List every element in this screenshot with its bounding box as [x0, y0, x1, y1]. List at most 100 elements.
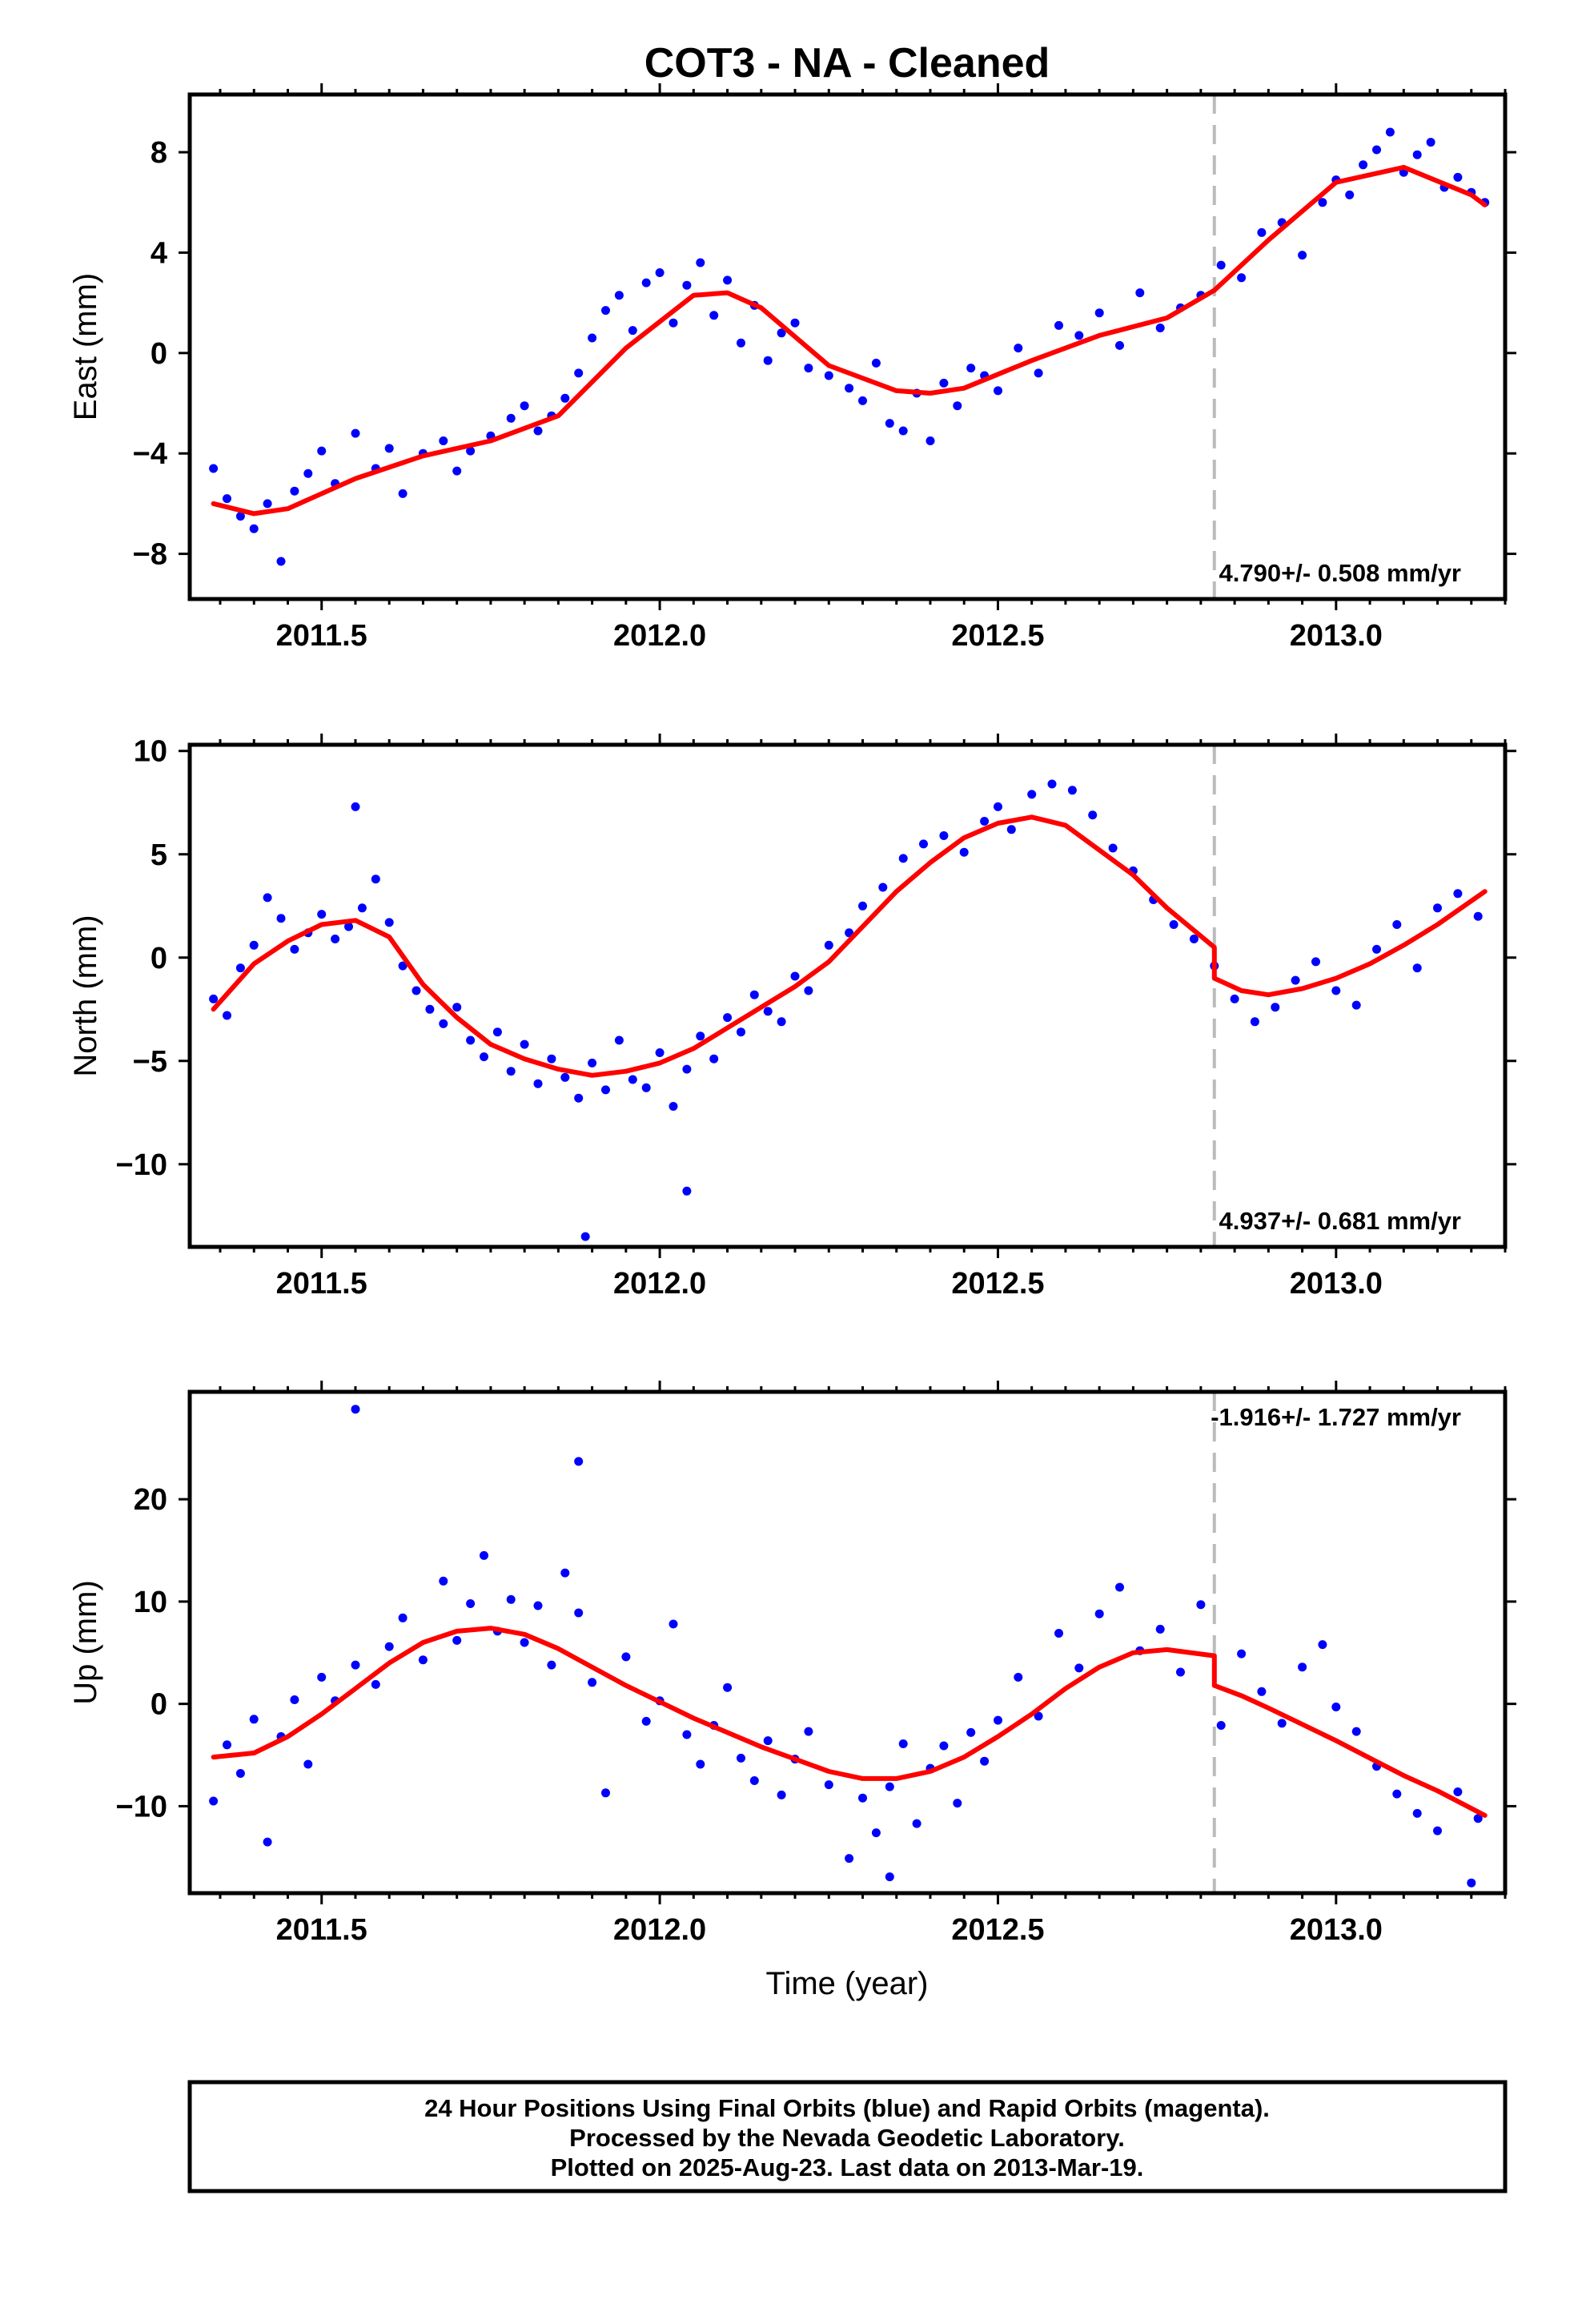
east-data-point	[1385, 127, 1395, 137]
up-data-point	[223, 1740, 231, 1750]
up-x-ticks	[219, 1381, 1507, 1904]
caption-box	[187, 2080, 1508, 2193]
up-data-point	[520, 1638, 529, 1647]
up-data-point	[574, 1608, 584, 1618]
east-y-tick-label: −4	[133, 437, 167, 471]
up-x-tick-label: 2012.0	[613, 1913, 706, 1947]
north-data-point	[959, 847, 969, 857]
north-data-point	[1189, 935, 1199, 943]
east-data-point	[1135, 288, 1145, 298]
up-data-point	[777, 1790, 786, 1799]
north-data-point	[580, 1232, 590, 1241]
north-data-point	[317, 910, 327, 919]
east-data-point	[953, 401, 962, 411]
up-data-point	[858, 1793, 867, 1803]
north-data-point	[1392, 920, 1402, 929]
east-data-point	[777, 328, 786, 338]
north-data-point	[547, 1054, 556, 1063]
east-x-tick-label: 2012.5	[951, 619, 1044, 653]
east-data-point	[737, 338, 745, 348]
north-data-point	[588, 1058, 597, 1068]
north-data-point	[804, 986, 813, 995]
north-data-point	[398, 961, 408, 971]
up-data-point	[1216, 1721, 1226, 1730]
north-rate-label: 4.937+/- 0.681 mm/yr	[1219, 1207, 1461, 1235]
east-data-point	[384, 444, 394, 453]
east-data-point	[249, 524, 259, 533]
north-data-point	[1047, 779, 1057, 789]
north-y-axis-label: North (mm)	[68, 915, 103, 1076]
east-data-point	[994, 386, 1002, 396]
east-data-point	[696, 258, 705, 267]
east-data-point	[317, 446, 327, 456]
north-data-point	[1372, 944, 1381, 954]
up-data-point	[506, 1594, 516, 1604]
north-plot-frame	[187, 742, 1508, 1249]
up-data-point	[1155, 1624, 1165, 1634]
north-data-point	[1331, 986, 1341, 995]
up-data-point	[898, 1739, 908, 1748]
panel-east: 2011.5 2012.0 2012.5 2013.0 −8 −4 0 4 8 East (mm)…	[68, 83, 1516, 653]
up-data-point	[1392, 1789, 1402, 1799]
up-data-point	[371, 1679, 380, 1689]
east-data-point	[263, 499, 272, 509]
up-data-point	[763, 1736, 773, 1746]
east-y-axis-label: East (mm)	[68, 273, 103, 420]
up-data-point	[249, 1715, 259, 1724]
east-data-point	[223, 494, 231, 504]
north-data-point	[371, 875, 380, 884]
east-x-tick-label: 2013.0	[1290, 619, 1383, 653]
up-data-point	[1298, 1663, 1307, 1672]
up-data-point	[1351, 1727, 1361, 1736]
north-data-point	[290, 944, 299, 954]
north-data-point	[492, 1027, 502, 1037]
north-data-point	[480, 1052, 488, 1062]
north-data-point	[614, 1035, 624, 1045]
north-data-point	[777, 1017, 786, 1027]
caption-line-3: Plotted on 2025-Aug-23. Last data on 201…	[551, 2153, 1144, 2181]
east-data-point	[452, 466, 462, 476]
east-data-point	[533, 426, 543, 436]
north-data-point	[520, 1039, 529, 1049]
up-y-tick-label: 20	[134, 1483, 167, 1517]
north-data-point	[994, 802, 1002, 811]
east-data-point	[560, 393, 570, 403]
up-data-point	[1196, 1600, 1206, 1610]
north-data-point	[1453, 889, 1463, 899]
up-data-point	[1257, 1687, 1267, 1696]
east-data-point	[290, 486, 299, 496]
panel-up: 2011.5 2012.0 2012.5 2013.0 −10 0 10 20 Up (mm) -…	[68, 1381, 1516, 1947]
north-data-point	[351, 802, 360, 811]
north-data-point	[669, 1102, 678, 1111]
east-y-tick-label: 0	[151, 337, 167, 371]
east-data-point	[1298, 251, 1307, 260]
east-data-point	[763, 356, 773, 365]
up-data-point	[1074, 1663, 1084, 1673]
north-data-point	[878, 883, 888, 892]
east-data-point	[276, 557, 286, 566]
north-data-point	[1230, 994, 1239, 1003]
north-data-point	[249, 940, 259, 950]
up-data-point	[939, 1741, 949, 1751]
east-data-point	[398, 489, 408, 498]
north-data-point	[696, 1031, 705, 1041]
up-data-point	[723, 1683, 733, 1692]
north-data-point	[709, 1054, 719, 1063]
north-y-tick-label: 10	[134, 735, 167, 769]
up-fit-line	[211, 1626, 1488, 1818]
east-x-ticks	[219, 83, 1507, 610]
up-data-point	[1115, 1582, 1124, 1592]
up-data-point	[696, 1759, 705, 1769]
up-data-point	[209, 1796, 219, 1806]
up-data-point	[466, 1599, 476, 1608]
up-data-point	[1473, 1814, 1483, 1823]
east-data-point	[1412, 150, 1422, 159]
up-data-point	[452, 1635, 462, 1645]
east-plot-frame	[187, 92, 1508, 601]
east-data-point	[669, 318, 678, 328]
north-points	[209, 779, 1483, 1241]
east-data-point	[1054, 320, 1063, 330]
east-data-point	[939, 378, 949, 388]
north-data-point	[331, 935, 340, 943]
east-data-point	[824, 371, 833, 380]
